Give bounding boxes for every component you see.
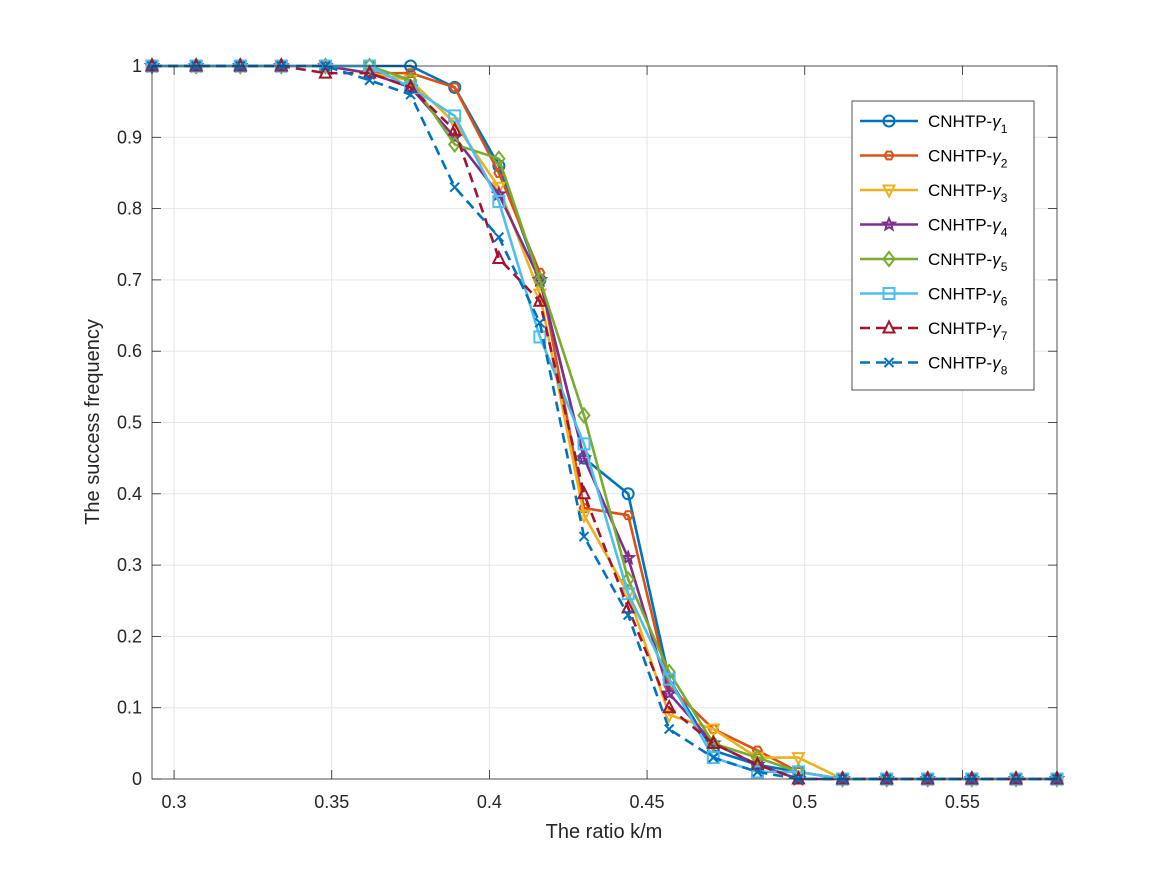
data-point [447,121,462,136]
legend-marker [880,215,898,232]
legend-marker [882,287,896,300]
legend-entry-1: CNHTP-γ1 [860,112,1008,136]
legend: CNHTP-γ1 CNHTP-γ2 CNHTP-γ3 CNHTP-γ4 CNHTP-γ5… [851,100,1035,391]
legend-entry-7: CNHTP-γ7 [860,319,1008,343]
y-tick-label: 0.7 [117,270,142,290]
data-point [577,406,591,424]
y-tick-label: 0.1 [117,698,142,718]
data-point [791,752,806,767]
data-point [622,609,634,621]
data-point [706,723,721,738]
y-tick-label: 0.3 [117,555,142,575]
legend-entry-8: CNHTP-γ8 [860,354,1008,378]
data-point [577,437,591,451]
data-point [492,150,506,168]
y-tick-label: 0.2 [117,626,142,646]
legend-entry-6: CNHTP-γ6 [860,285,1008,309]
data-point [662,672,676,686]
data-point [663,723,675,735]
y-tick-label: 0.8 [117,199,142,219]
data-point [660,684,678,701]
data-point [405,89,416,100]
x-tick-label: 0.5 [792,792,817,812]
legend-label: CNHTP-γ6 [928,285,1008,309]
data-point [491,181,506,196]
legend-entry-3: CNHTP-γ3 [860,181,1008,205]
legend-marker [883,357,895,368]
x-tick-label: 0.4 [477,792,502,812]
data-point [576,509,592,524]
legend-label: CNHTP-γ4 [928,216,1008,240]
data-point [532,292,547,307]
y-tick-label: 1 [132,56,142,76]
data-point [576,485,592,500]
data-point [449,82,461,93]
legend-entry-5: CNHTP-γ5 [860,250,1008,274]
data-point [318,64,333,79]
x-tick-label: 0.55 [945,792,980,812]
legend-label: CNHTP-γ1 [928,112,1008,136]
axis-ticks: 0.3 0.35 0.4 0.45 0.5 0.55 0 0.1 0.2 0.3 0.4 0.5 0.6… [117,56,1057,812]
y-tick-label: 0.5 [117,413,142,433]
data-point [362,64,377,79]
x-tick-label: 0.35 [314,792,349,812]
data-point [493,231,505,243]
legend-marker [881,184,897,199]
legend-marker [882,250,896,268]
data-point [752,766,763,778]
data-point [750,756,765,771]
legend-marker [882,114,896,128]
data-point [533,271,547,289]
data-point [621,487,635,501]
data-point [492,194,506,208]
y-axis-label: The success frequency [82,319,104,525]
data-point [403,78,418,93]
data-point [534,317,546,328]
data-point [362,57,377,75]
data-point [533,330,547,344]
data-point [706,751,720,765]
data-point [706,734,721,749]
y-tick-label: 0.4 [117,484,142,504]
legend-entry-2: CNHTP-γ2 [860,147,1008,171]
legend-marker [881,319,897,334]
data-point [662,698,677,714]
y-tick-label: 0.9 [117,127,142,147]
legend-label: CNHTP-γ3 [928,181,1008,205]
legend-marker [883,150,895,161]
data-point [622,510,634,521]
data-point [448,109,462,123]
data-point [619,549,637,566]
legend-label: CNHTP-γ2 [928,147,1008,171]
x-tick-label: 0.45 [630,792,665,812]
data-point [449,182,460,193]
legend-label: CNHTP-γ7 [928,319,1008,343]
legend-box [851,100,1035,391]
y-tick-label: 0 [132,769,142,789]
legend-label: CNHTP-γ8 [928,354,1008,378]
data-point [578,531,590,542]
data-point [750,748,765,767]
data-point [662,709,677,724]
x-tick-label: 0.3 [162,792,187,812]
data-point [791,765,805,779]
data-point [708,752,719,763]
data-point [447,135,462,154]
legend-label: CNHTP-γ5 [928,250,1008,274]
data-point [364,75,375,86]
data-point [578,503,590,513]
legend-entry-4: CNHTP-γ4 [860,216,1008,240]
data-point [491,249,506,265]
x-axis-label: The ratio k/m [546,821,663,843]
y-tick-label: 0.6 [117,341,142,361]
